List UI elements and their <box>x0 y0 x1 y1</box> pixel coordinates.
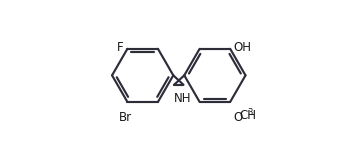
Text: F: F <box>117 41 124 54</box>
Text: Br: Br <box>119 111 132 124</box>
Text: 3: 3 <box>247 108 252 117</box>
Text: O: O <box>233 111 242 124</box>
Text: OH: OH <box>233 41 251 54</box>
Text: CH: CH <box>239 109 256 122</box>
Text: NH: NH <box>174 92 192 105</box>
